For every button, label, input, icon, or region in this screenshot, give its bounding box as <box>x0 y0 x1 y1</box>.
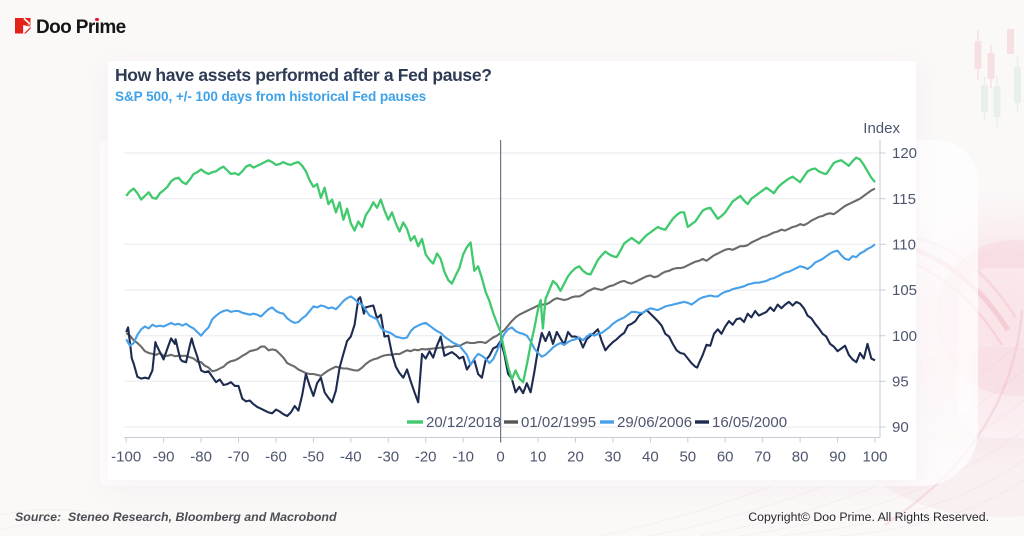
svg-text:16/05/2000: 16/05/2000 <box>712 414 787 431</box>
svg-text:-70: -70 <box>228 449 250 466</box>
svg-text:20: 20 <box>567 449 584 466</box>
svg-text:95: 95 <box>892 374 909 391</box>
svg-text:-30: -30 <box>377 449 399 466</box>
svg-text:10: 10 <box>530 449 547 466</box>
svg-text:-80: -80 <box>190 449 212 466</box>
svg-text:-90: -90 <box>153 449 175 466</box>
svg-text:0: 0 <box>496 449 504 466</box>
svg-text:90: 90 <box>829 449 846 466</box>
svg-text:90: 90 <box>892 419 909 436</box>
svg-text:29/06/2006: 29/06/2006 <box>617 414 692 431</box>
svg-text:120: 120 <box>892 145 917 162</box>
svg-text:-60: -60 <box>265 449 287 466</box>
svg-text:100: 100 <box>892 328 917 345</box>
svg-text:110: 110 <box>892 237 916 254</box>
svg-text:-40: -40 <box>340 449 362 466</box>
svg-text:-100: -100 <box>111 449 141 466</box>
svg-text:Index: Index <box>863 120 900 137</box>
svg-text:-10: -10 <box>452 449 474 466</box>
svg-text:50: 50 <box>679 449 696 466</box>
svg-text:60: 60 <box>717 449 734 466</box>
svg-text:115: 115 <box>892 191 916 208</box>
svg-text:80: 80 <box>792 449 809 466</box>
svg-text:40: 40 <box>642 449 659 466</box>
svg-text:-50: -50 <box>303 449 325 466</box>
svg-text:105: 105 <box>892 282 917 299</box>
svg-text:30: 30 <box>605 449 622 466</box>
svg-text:70: 70 <box>754 449 771 466</box>
svg-text:-20: -20 <box>415 449 437 466</box>
svg-text:20/12/2018: 20/12/2018 <box>426 414 501 431</box>
svg-text:01/02/1995: 01/02/1995 <box>521 414 596 431</box>
svg-text:100: 100 <box>862 449 887 466</box>
